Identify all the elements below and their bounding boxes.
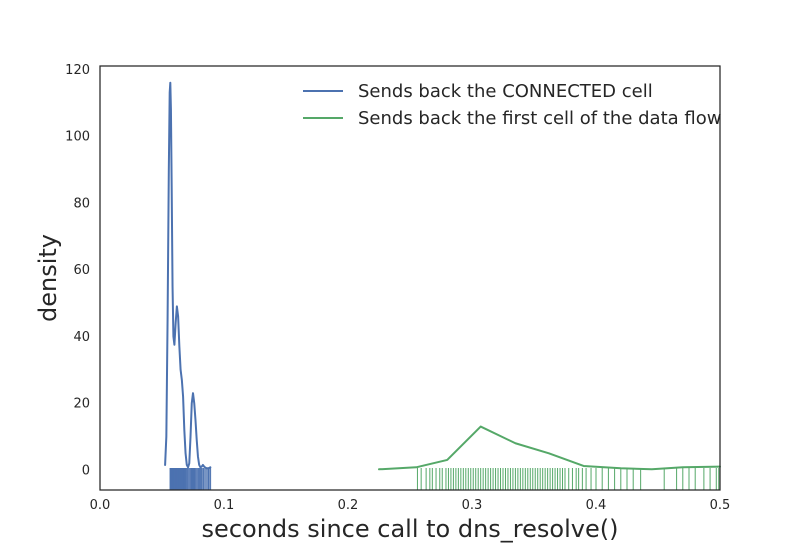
legend: Sends back the CONNECTED cell Sends back … xyxy=(303,81,721,129)
legend-label: Sends back the CONNECTED cell xyxy=(358,81,653,102)
series-line xyxy=(164,81,212,470)
x-axis-title: seconds since call to dns_resolve() xyxy=(202,515,619,543)
y-tick-label: 100 xyxy=(65,130,90,145)
x-tick-label: 0.3 xyxy=(462,498,483,513)
series-line xyxy=(378,425,721,471)
y-tick-label: 120 xyxy=(65,63,90,78)
x-tick-label: 0.4 xyxy=(586,498,607,513)
x-tick-label: 0.1 xyxy=(214,498,235,513)
y-tick-label: 40 xyxy=(73,330,90,345)
x-tick-label: 0.0 xyxy=(90,498,111,513)
y-tick-label: 0 xyxy=(82,463,90,478)
y-axis-title: density xyxy=(34,234,62,322)
y-tick-label: 60 xyxy=(73,263,90,278)
plot-frame xyxy=(99,65,721,491)
y-tick-label: 80 xyxy=(73,196,90,211)
x-tick-labels: 0.0 0.1 0.2 0.3 0.4 0.5 xyxy=(90,498,731,513)
x-tick-label: 0.5 xyxy=(710,498,731,513)
y-tick-label: 20 xyxy=(73,397,90,412)
legend-label: Sends back the first cell of the data fl… xyxy=(358,108,721,129)
series-layer xyxy=(164,81,721,471)
rug-layer xyxy=(169,468,720,490)
y-tick-labels: 0 20 40 60 80 100 120 xyxy=(65,63,90,479)
x-tick-label: 0.2 xyxy=(338,498,359,513)
